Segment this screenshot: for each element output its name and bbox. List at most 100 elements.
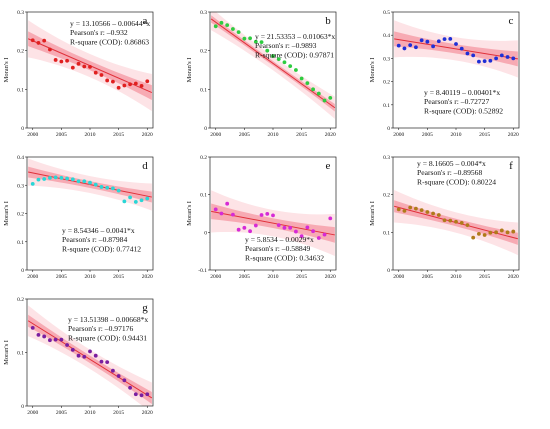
y-tick-label: 0.1 bbox=[17, 351, 24, 357]
x-tick: 2020 bbox=[142, 128, 153, 138]
data-point bbox=[248, 229, 252, 234]
data-point bbox=[30, 325, 35, 330]
annotation-line: Pearson's r: –0.9893 bbox=[255, 41, 317, 50]
data-point bbox=[99, 185, 104, 189]
data-point bbox=[271, 213, 275, 218]
data-point bbox=[48, 338, 52, 343]
x-tick: 2020 bbox=[508, 270, 519, 280]
data-point bbox=[396, 43, 401, 48]
annotation-line: R-square (COD): 0.80224 bbox=[417, 177, 496, 186]
y-tick-label: 0 bbox=[204, 230, 207, 236]
y-tick-label: 0.3 bbox=[383, 155, 390, 161]
x-tick: 2005 bbox=[56, 406, 67, 416]
x-tick-label: 2000 bbox=[393, 132, 404, 138]
chart-g: 2000 2005 2010 2015 2020 0 0.1 0.2 Moran's I gy =… bbox=[3, 297, 154, 416]
y-tick: 0.2 bbox=[383, 80, 393, 86]
x-tick: 2020 bbox=[325, 128, 336, 138]
data-point bbox=[419, 38, 424, 43]
panel-letter: a bbox=[143, 15, 148, 27]
data-point bbox=[128, 195, 132, 200]
data-point bbox=[511, 229, 516, 234]
y-tick-label: 0.2 bbox=[17, 297, 24, 303]
data-point bbox=[70, 177, 75, 182]
data-point bbox=[53, 337, 58, 342]
chart-f: 2000 2005 2010 2015 2020 0 0.1 0.2 0.3 Moran's I f… bbox=[369, 155, 520, 280]
y-tick-label: 0.1 bbox=[200, 87, 207, 93]
data-point bbox=[36, 332, 41, 337]
data-point bbox=[505, 55, 510, 59]
data-point bbox=[419, 208, 424, 213]
data-point bbox=[82, 64, 87, 69]
data-point bbox=[322, 98, 327, 103]
x-tick-label: 2015 bbox=[296, 132, 307, 138]
plot-area bbox=[211, 190, 335, 257]
x-tick: 2010 bbox=[451, 270, 462, 280]
x-tick-label: 2005 bbox=[422, 274, 433, 280]
data-point bbox=[265, 211, 270, 216]
x-tick-label: 2010 bbox=[451, 132, 462, 138]
y-tick: 0 bbox=[204, 230, 210, 236]
y-tick: 0.1 bbox=[383, 230, 393, 236]
x-tick-label: 2015 bbox=[296, 274, 307, 280]
data-point bbox=[322, 232, 327, 237]
data-point bbox=[402, 46, 407, 51]
y-axis-label: Moran's I bbox=[369, 58, 376, 83]
annotation-line: y = 8.40119 – 0.00401*x bbox=[424, 88, 500, 97]
data-point bbox=[311, 229, 315, 234]
chart-panel-d: 2000 2005 2010 2015 2020 0 0.1 0.2 0.3 0.4 Moran's… bbox=[0, 149, 183, 291]
x-tick: 2015 bbox=[479, 128, 490, 138]
data-point bbox=[111, 79, 115, 84]
data-point bbox=[139, 83, 144, 88]
data-point bbox=[442, 37, 447, 42]
chart-panel-c: 2000 2005 2010 2015 2020 0 0.1 0.2 0.3 0.4 0.5 Mora… bbox=[366, 4, 550, 149]
data-point bbox=[454, 42, 458, 46]
data-point bbox=[116, 374, 121, 378]
y-tick-label: 0.1 bbox=[383, 230, 390, 236]
data-point bbox=[59, 337, 64, 342]
x-tick: 2010 bbox=[451, 128, 462, 138]
panel-letter: f bbox=[509, 160, 513, 172]
fit-line bbox=[27, 320, 153, 399]
y-tick-label: 0 bbox=[21, 404, 24, 410]
data-point bbox=[145, 79, 150, 84]
y-tick-label: 0.3 bbox=[17, 10, 24, 16]
x-tick-label: 2000 bbox=[210, 274, 221, 280]
chart-a: 2000 2005 2010 2015 2020 0 0.1 0.2 0.3 Moran's I a… bbox=[3, 10, 154, 138]
x-tick: 2000 bbox=[27, 270, 38, 280]
x-tick-label: 2020 bbox=[508, 132, 519, 138]
y-tick-label: 0.1 bbox=[200, 193, 207, 199]
y-tick-label: 0.3 bbox=[383, 56, 390, 62]
data-point bbox=[48, 176, 52, 180]
y-tick-label: 0.2 bbox=[383, 80, 390, 86]
data-point bbox=[225, 201, 230, 206]
data-point bbox=[219, 20, 224, 25]
y-tick-label: 0 bbox=[387, 268, 390, 274]
x-tick-label: 2020 bbox=[142, 274, 153, 280]
data-point bbox=[482, 59, 487, 64]
data-point bbox=[414, 45, 418, 50]
panel-letter: e bbox=[326, 160, 331, 172]
x-tick: 2000 bbox=[393, 128, 404, 138]
x-tick: 2015 bbox=[113, 406, 124, 416]
panel-letter: g bbox=[142, 302, 148, 314]
x-tick: 2010 bbox=[85, 128, 96, 138]
data-point bbox=[431, 211, 435, 216]
chart-panel-a: 2000 2005 2010 2015 2020 0 0.1 0.2 0.3 Moran's I a… bbox=[0, 4, 183, 149]
data-point bbox=[70, 347, 75, 352]
data-point bbox=[242, 225, 247, 230]
data-point bbox=[282, 225, 287, 230]
data-point bbox=[316, 236, 321, 240]
data-point bbox=[494, 230, 498, 235]
data-point bbox=[236, 227, 241, 232]
data-point bbox=[305, 81, 310, 86]
data-point bbox=[499, 228, 504, 233]
data-point bbox=[36, 177, 41, 182]
chart-c: 2000 2005 2010 2015 2020 0 0.1 0.2 0.3 0.4 0.5 Mora… bbox=[369, 10, 520, 138]
annotation-line: R-square (COD): 0.86863 bbox=[70, 37, 149, 46]
data-point bbox=[213, 207, 218, 212]
data-point bbox=[231, 212, 235, 217]
annotation-line: y = 8.16605 – 0.004*x bbox=[417, 159, 486, 168]
x-tick-label: 2000 bbox=[27, 274, 38, 280]
data-point bbox=[122, 199, 127, 204]
data-point bbox=[139, 198, 144, 203]
